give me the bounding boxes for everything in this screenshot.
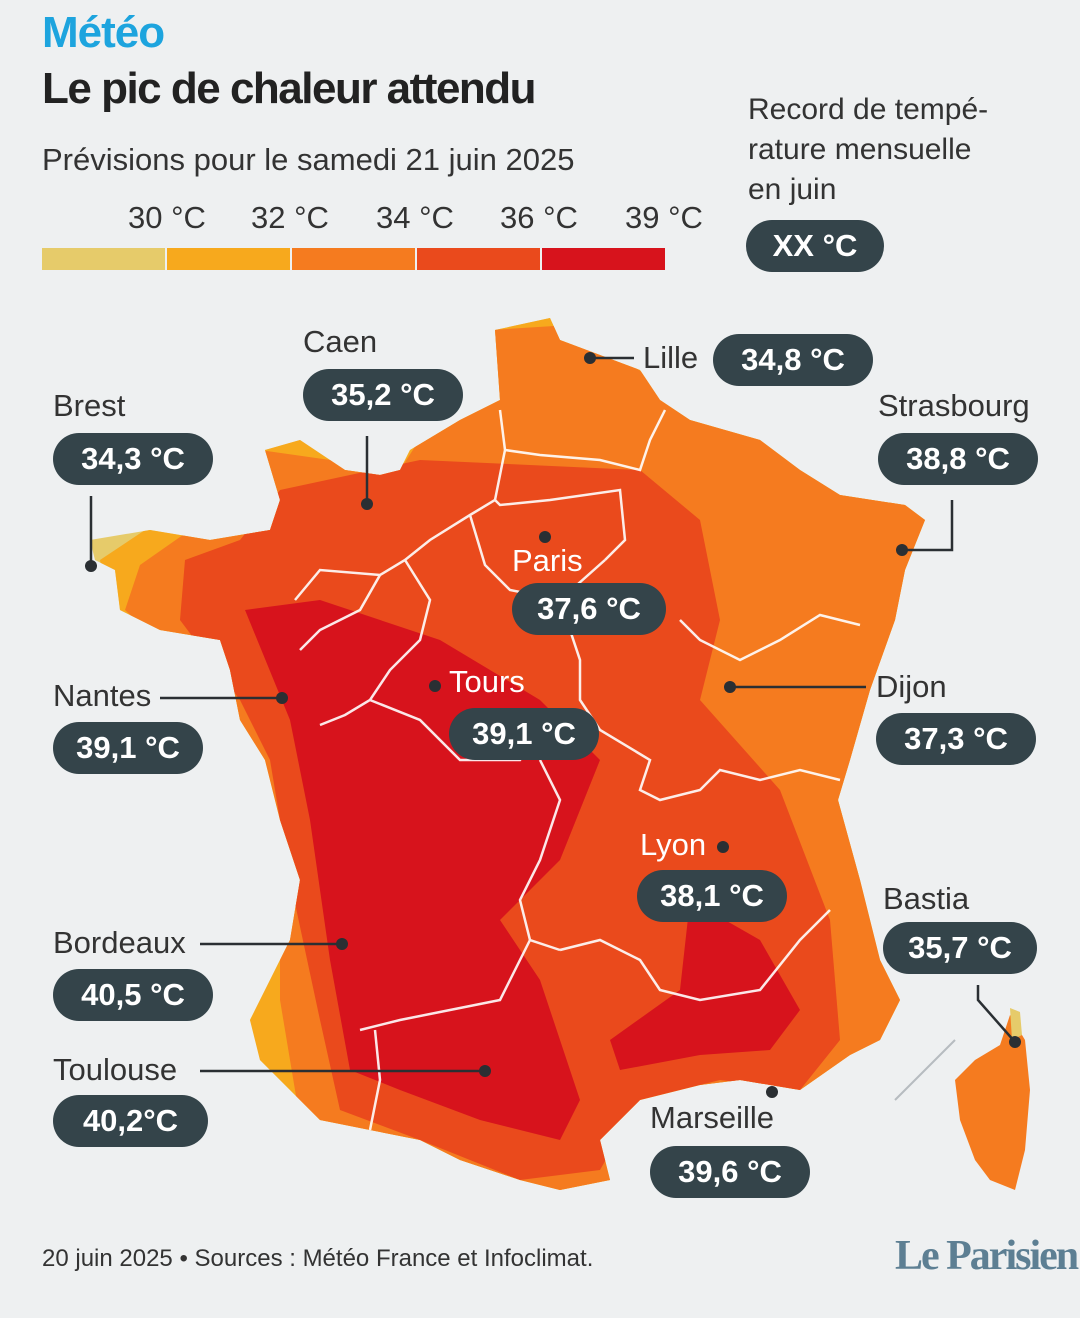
- temp-pill-lille: 34,8 °C: [713, 334, 873, 386]
- kicker-title: Météo: [42, 8, 165, 57]
- city-label-bastia: Bastia: [883, 881, 970, 916]
- city-label-tours: Tours: [449, 664, 525, 699]
- legend-swatch: [42, 248, 165, 270]
- source-footer: 20 juin 2025 • Sources : Météo France et…: [42, 1245, 594, 1272]
- legend-swatch: [542, 248, 665, 270]
- temp-pill-strasbourg: 38,8 °C: [878, 433, 1038, 485]
- legend-tick: 36 °C: [500, 200, 578, 235]
- record-legend-pill: XX °C: [746, 220, 884, 272]
- city-label-marseille: Marseille: [650, 1100, 775, 1135]
- city-label-paris: Paris: [512, 543, 583, 578]
- city-dots: [85, 352, 1021, 1098]
- corsica-shape: [955, 1015, 1030, 1190]
- temp-pill-paris: 37,6 °C: [512, 583, 666, 635]
- page-subtitle: Prévisions pour le samedi 21 juin 2025: [42, 142, 575, 177]
- temp-pill-nantes: 39,1 °C: [53, 722, 203, 774]
- city-label-caen: Caen: [303, 324, 378, 359]
- city-label-brest: Brest: [53, 388, 126, 423]
- page-title: Le pic de chaleur attendu: [42, 64, 537, 113]
- temp-pill-marseille: 39,6 °C: [650, 1146, 810, 1198]
- legend-swatch: [167, 248, 290, 270]
- city-label-lyon: Lyon: [640, 827, 707, 862]
- temp-pill-bordeaux: 40,5 °C: [53, 969, 213, 1021]
- city-label-strasbourg: Strasbourg: [878, 388, 1030, 423]
- legend-tick: 39 °C: [625, 200, 703, 235]
- city-label-lille: Lille: [643, 340, 699, 375]
- record-legend-line: en juin: [748, 173, 837, 206]
- temp-pill-bastia: 35,7 °C: [883, 922, 1037, 974]
- record-legend-line: Record de tempé-: [748, 93, 989, 126]
- legend-swatch: [292, 248, 415, 270]
- temp-pill-brest: 34,3 °C: [53, 433, 213, 485]
- legend-swatch: [417, 248, 540, 270]
- legend-tick: 32 °C: [251, 200, 329, 235]
- region-borders: [294, 409, 861, 1131]
- legend-tick: 30 °C: [128, 200, 206, 235]
- legend-tick: 34 °C: [376, 200, 454, 235]
- temp-pill-dijon: 37,3 °C: [876, 713, 1036, 765]
- city-label-toulouse: Toulouse: [53, 1052, 178, 1087]
- corsica-tip: [1010, 1008, 1022, 1040]
- temp-pill-tours: 39,1 °C: [449, 708, 599, 760]
- city-label-nantes: Nantes: [53, 678, 152, 713]
- city-label-dijon: Dijon: [876, 669, 947, 704]
- record-legend-title: Record de tempé- rature mensuelle en jui…: [748, 90, 1048, 210]
- leader-lines: [89, 356, 1016, 1073]
- temp-pill-caen: 35,2 °C: [303, 369, 463, 421]
- le-parisien-logo: Le Parisien: [895, 1233, 1079, 1279]
- temp-pill-lyon: 38,1 °C: [637, 870, 787, 922]
- temp-pill-toulouse: 40,2°C: [53, 1095, 208, 1147]
- city-label-bordeaux: Bordeaux: [53, 925, 186, 960]
- record-legend-line: rature mensuelle: [748, 133, 972, 166]
